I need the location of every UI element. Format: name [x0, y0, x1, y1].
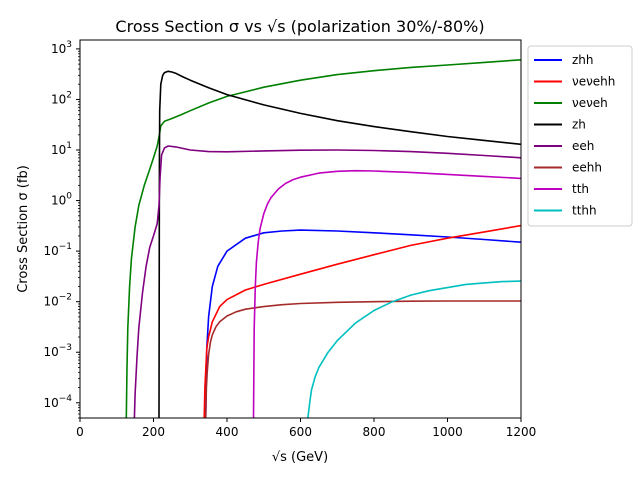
y-axis-label: Cross Section σ (fb): [16, 165, 31, 293]
legend-box: [527, 45, 633, 227]
legend-label-4: eeh: [572, 139, 594, 153]
x-tick-label-1: 200: [142, 425, 165, 439]
y-tick-label-3: 10−1: [43, 242, 72, 258]
series-line-7: [307, 280, 521, 418]
legend-label-3: zh: [572, 118, 586, 132]
y-tick-label-5: 101: [51, 141, 72, 157]
series-line-2: [125, 59, 521, 418]
chart-title: Cross Section σ vs √s (polarization 30%/…: [115, 17, 484, 36]
y-tick-label-1: 10−3: [43, 343, 72, 359]
y-tick-label-2: 10−2: [43, 293, 72, 309]
legend-label-6: tth: [572, 182, 589, 196]
y-tick-label-4: 100: [51, 192, 72, 208]
y-axis: 10−4 10−3 10−2 10−1 100 101 102 103: [43, 40, 80, 419]
legend-label-2: νeνeh: [572, 96, 608, 110]
legend-label-1: νeνehh: [572, 75, 615, 89]
legend-label-7: tthh: [572, 204, 597, 218]
x-axis: 0 200 400 600 800 1000 1200: [76, 418, 536, 439]
legend-label-5: eehh: [572, 161, 602, 175]
x-tick-label-3: 600: [289, 425, 312, 439]
y-tick-label-7: 103: [51, 40, 72, 56]
x-axis-label: √s (GeV): [272, 450, 328, 465]
series-line-5: [204, 300, 521, 418]
series-line-3: [158, 70, 521, 418]
x-tick-label-2: 400: [216, 425, 239, 439]
x-tick-label-0: 0: [76, 425, 84, 439]
x-tick-label-4: 800: [363, 425, 386, 439]
y-tick-label-0: 10−4: [43, 394, 72, 410]
x-tick-label-6: 1200: [506, 425, 537, 439]
series-line-6: [252, 169, 521, 418]
series-line-4: [133, 145, 521, 418]
y-tick-label-6: 102: [51, 90, 72, 106]
legend-label-0: zhh: [572, 53, 594, 67]
series-line-0: [204, 229, 521, 418]
legend: zhh νeνehh νeνeh zh eeh eehh tth tthh: [527, 45, 633, 227]
x-tick-label-5: 1000: [432, 425, 463, 439]
series-layer: [125, 59, 521, 418]
